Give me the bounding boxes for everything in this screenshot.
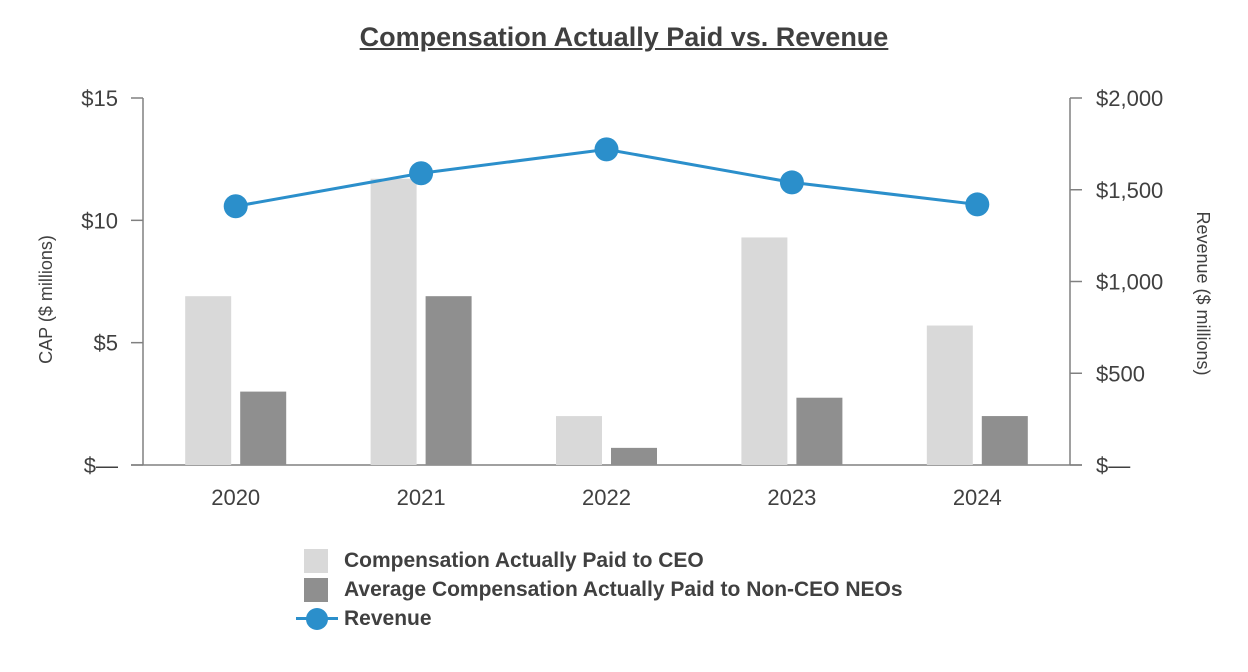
right-tick-label: $500 — [1096, 361, 1145, 386]
x-tick-label: 2024 — [953, 485, 1002, 510]
bar-neo-2020 — [240, 391, 287, 465]
bar-ceo-2021 — [370, 178, 417, 466]
right-tick-label: $1,000 — [1096, 270, 1163, 295]
x-tick-label: 2023 — [767, 485, 816, 510]
revenue-point-2020 — [223, 194, 248, 219]
left-axis-title: CAP ($ millions) — [36, 235, 56, 364]
legend-line-revenue — [296, 607, 338, 631]
x-tick-label: 2020 — [211, 485, 260, 510]
right-axis-title: Revenue ($ millions) — [1193, 211, 1213, 375]
legend-item-neo: Average Compensation Actually Paid to No… — [296, 575, 903, 604]
bar-ceo-2022 — [556, 416, 602, 465]
chart-plot: $— $5 $10 $15 $— $500 $1,000 $1,500 $2,000 CAP ($… — [36, 86, 1213, 510]
bar-neo-2024 — [981, 416, 1028, 465]
legend-item-ceo: Compensation Actually Paid to CEO — [296, 546, 903, 575]
bar-neo-2021 — [425, 296, 472, 465]
chart-title: Compensation Actually Paid vs. Revenue — [359, 22, 889, 52]
revenue-point-2022 — [594, 137, 619, 162]
revenue-point-2024 — [965, 192, 990, 217]
bar-ceo-2024 — [926, 325, 973, 465]
legend-label-revenue: Revenue — [344, 606, 432, 630]
x-tick-label: 2021 — [397, 485, 446, 510]
right-tick-label: $1,500 — [1096, 178, 1163, 203]
revenue-point-2023 — [779, 170, 804, 195]
revenue-point-2021 — [409, 161, 434, 186]
bar-neo-2023 — [796, 397, 843, 465]
bar-neo-2022 — [611, 447, 657, 465]
bar-ceo-2023 — [741, 237, 788, 465]
right-tick-label: $— — [1096, 453, 1130, 478]
legend-label-neo: Average Compensation Actually Paid to No… — [344, 577, 903, 601]
legend-item-revenue: Revenue — [296, 604, 903, 633]
left-tick-label: $5 — [94, 331, 118, 356]
right-tick-label: $2,000 — [1096, 86, 1163, 111]
legend-swatch-neo — [304, 577, 328, 602]
legend-label-ceo: Compensation Actually Paid to CEO — [344, 548, 704, 572]
left-tick-label: $15 — [81, 86, 118, 111]
legend-swatch-ceo — [304, 548, 328, 573]
legend: Compensation Actually Paid to CEO Averag… — [296, 546, 903, 633]
bar-ceo-2020 — [185, 296, 232, 465]
left-tick-label: $10 — [81, 208, 118, 233]
x-tick-label: 2022 — [582, 485, 631, 510]
left-tick-label: $— — [84, 453, 118, 478]
